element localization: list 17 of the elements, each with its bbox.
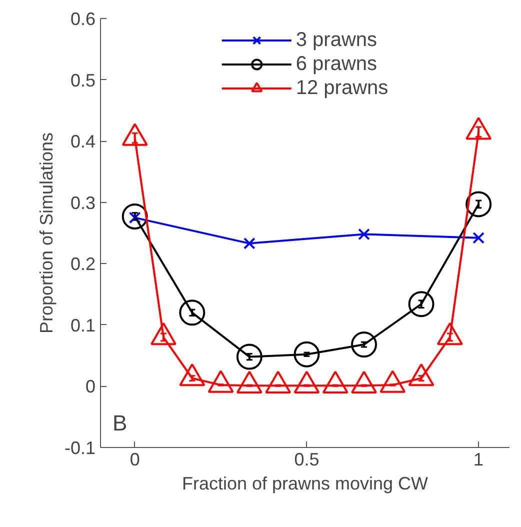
legend-label: 12 prawns: [296, 76, 388, 100]
y-tick-label: 0: [85, 376, 96, 397]
y-tick-label: 0.1: [70, 315, 96, 336]
x-axis-title: Fraction of prawns moving CW: [182, 474, 428, 494]
legend-label: 6 prawns: [296, 52, 378, 76]
y-tick-label: 0.5: [70, 70, 96, 90]
annotation: B: [112, 410, 128, 436]
y-tick-label: 0.2: [70, 254, 96, 274]
y-tick-label: -0.1: [64, 438, 96, 458]
y-tick-label: 0.6: [70, 9, 96, 29]
y-axis-title: Proportion of Simulations: [36, 132, 56, 334]
x-tick-label: 1: [474, 450, 484, 470]
x-tick-label: 0.5: [294, 450, 320, 470]
legend-label: 3 prawns: [296, 28, 378, 52]
y-tick-label: 0.4: [70, 132, 96, 152]
y-tick-label: 0.3: [70, 192, 96, 213]
x-tick-label: 0: [130, 450, 140, 470]
